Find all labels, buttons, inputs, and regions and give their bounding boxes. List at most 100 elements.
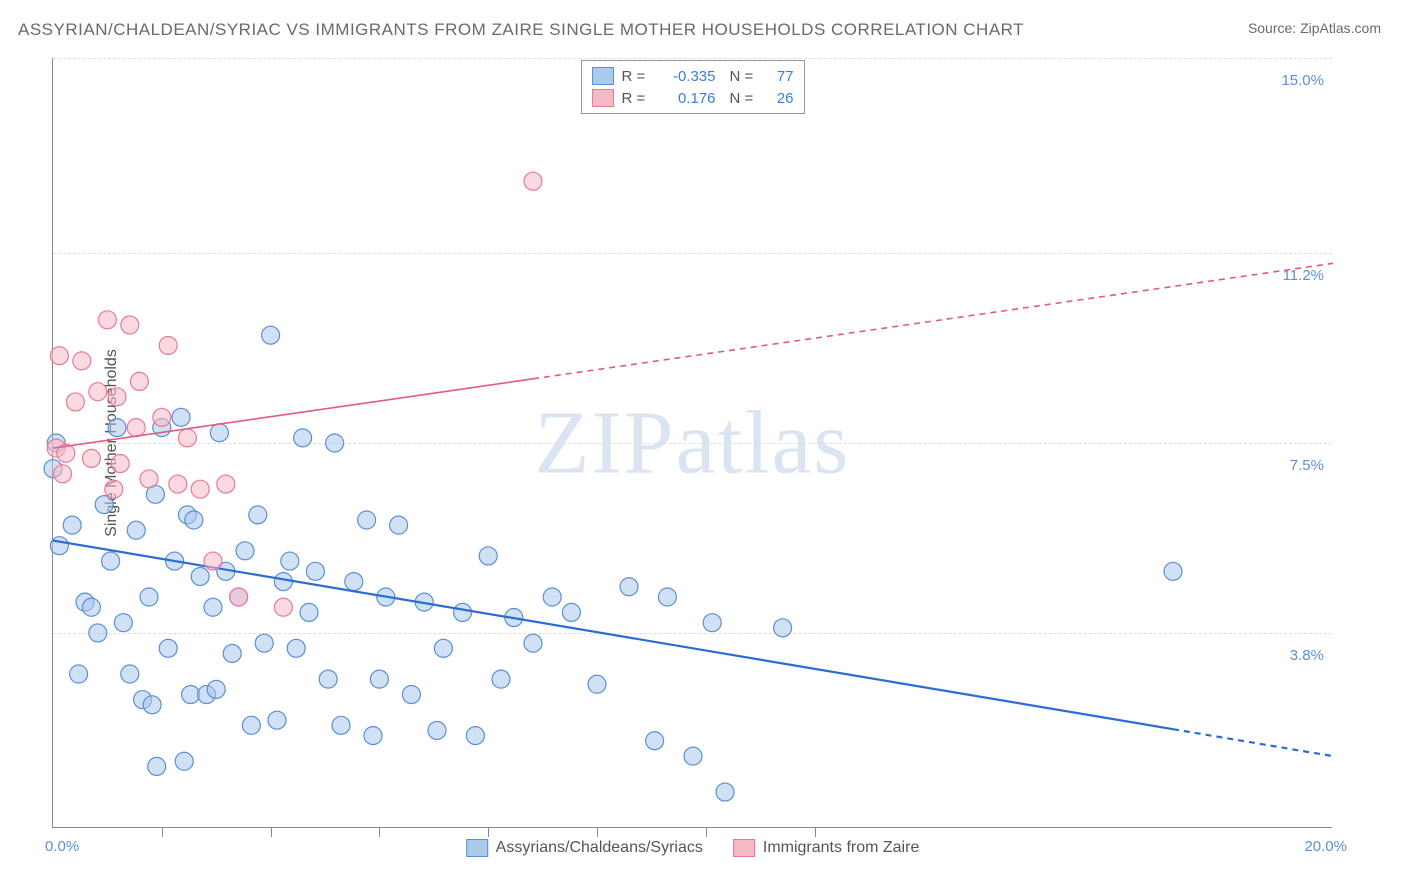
data-point	[82, 598, 100, 616]
data-point	[524, 172, 542, 190]
data-point	[268, 711, 286, 729]
data-point	[105, 480, 123, 498]
data-point	[543, 588, 561, 606]
data-point	[454, 603, 472, 621]
n-value: 77	[766, 68, 794, 85]
data-point	[646, 732, 664, 750]
data-point	[562, 603, 580, 621]
data-point	[287, 639, 305, 657]
data-point	[127, 419, 145, 437]
data-point	[236, 542, 254, 560]
data-point	[294, 429, 312, 447]
data-point	[658, 588, 676, 606]
data-point	[716, 783, 734, 801]
data-point	[89, 383, 107, 401]
data-point	[140, 470, 158, 488]
n-label: N =	[730, 90, 758, 107]
data-point	[242, 716, 260, 734]
plot-area: ZIPatlas Single Mother Households 15.0%1…	[52, 58, 1332, 828]
data-point	[95, 496, 113, 514]
data-point	[73, 352, 91, 370]
r-value: -0.335	[658, 68, 716, 85]
data-point	[102, 552, 120, 570]
data-point	[332, 716, 350, 734]
data-point	[159, 639, 177, 657]
data-point	[249, 506, 267, 524]
data-point	[428, 721, 446, 739]
data-point	[319, 670, 337, 688]
data-point	[230, 588, 248, 606]
data-point	[185, 511, 203, 529]
trend-line	[53, 541, 1173, 730]
data-point	[89, 624, 107, 642]
data-point	[434, 639, 452, 657]
data-point	[774, 619, 792, 637]
data-point	[274, 598, 292, 616]
data-point	[54, 465, 72, 483]
data-point	[204, 598, 222, 616]
n-value: 26	[766, 90, 794, 107]
x-axis-min-label: 0.0%	[45, 838, 79, 855]
data-point	[524, 634, 542, 652]
data-point	[178, 429, 196, 447]
data-point	[130, 372, 148, 390]
scatter-svg	[53, 58, 1332, 827]
data-point	[204, 552, 222, 570]
data-point	[148, 757, 166, 775]
trend-line	[53, 379, 533, 448]
data-point	[207, 680, 225, 698]
data-point	[358, 511, 376, 529]
data-point	[114, 614, 132, 632]
data-point	[182, 686, 200, 704]
data-point	[1164, 562, 1182, 580]
data-point	[175, 752, 193, 770]
data-point	[255, 634, 273, 652]
legend-swatch	[733, 839, 755, 857]
data-point	[466, 727, 484, 745]
data-point	[588, 675, 606, 693]
data-point	[50, 347, 68, 365]
data-point	[63, 516, 81, 534]
data-point	[402, 686, 420, 704]
data-point	[364, 727, 382, 745]
data-point	[143, 696, 161, 714]
data-point	[210, 424, 228, 442]
x-tick-mark	[488, 827, 489, 837]
r-value: 0.176	[658, 90, 716, 107]
data-point	[191, 567, 209, 585]
data-point	[479, 547, 497, 565]
data-point	[121, 316, 139, 334]
data-point	[370, 670, 388, 688]
data-point	[191, 480, 209, 498]
x-tick-mark	[379, 827, 380, 837]
correlation-legend: R =-0.335N =77R =0.176N =26	[581, 60, 805, 114]
data-point	[70, 665, 88, 683]
data-point	[274, 573, 292, 591]
data-point	[66, 393, 84, 411]
data-point	[306, 562, 324, 580]
data-point	[98, 311, 116, 329]
x-tick-mark	[706, 827, 707, 837]
trend-line-extrapolated	[533, 263, 1333, 379]
data-point	[127, 521, 145, 539]
source-attribution: Source: ZipAtlas.com	[1248, 20, 1381, 36]
data-point	[703, 614, 721, 632]
data-point	[172, 408, 190, 426]
legend-swatch	[592, 67, 614, 85]
data-point	[140, 588, 158, 606]
legend-swatch	[592, 89, 614, 107]
series-legend-label: Immigrants from Zaire	[763, 839, 919, 857]
chart-title: ASSYRIAN/CHALDEAN/SYRIAC VS IMMIGRANTS F…	[18, 20, 1024, 40]
data-point	[326, 434, 344, 452]
trend-line-extrapolated	[1173, 729, 1333, 756]
series-legend-item: Immigrants from Zaire	[733, 839, 919, 857]
data-point	[108, 388, 126, 406]
data-point	[159, 336, 177, 354]
data-point	[492, 670, 510, 688]
data-point	[390, 516, 408, 534]
data-point	[111, 455, 129, 473]
x-tick-mark	[271, 827, 272, 837]
data-point	[223, 644, 241, 662]
r-label: R =	[622, 90, 650, 107]
data-point	[684, 747, 702, 765]
